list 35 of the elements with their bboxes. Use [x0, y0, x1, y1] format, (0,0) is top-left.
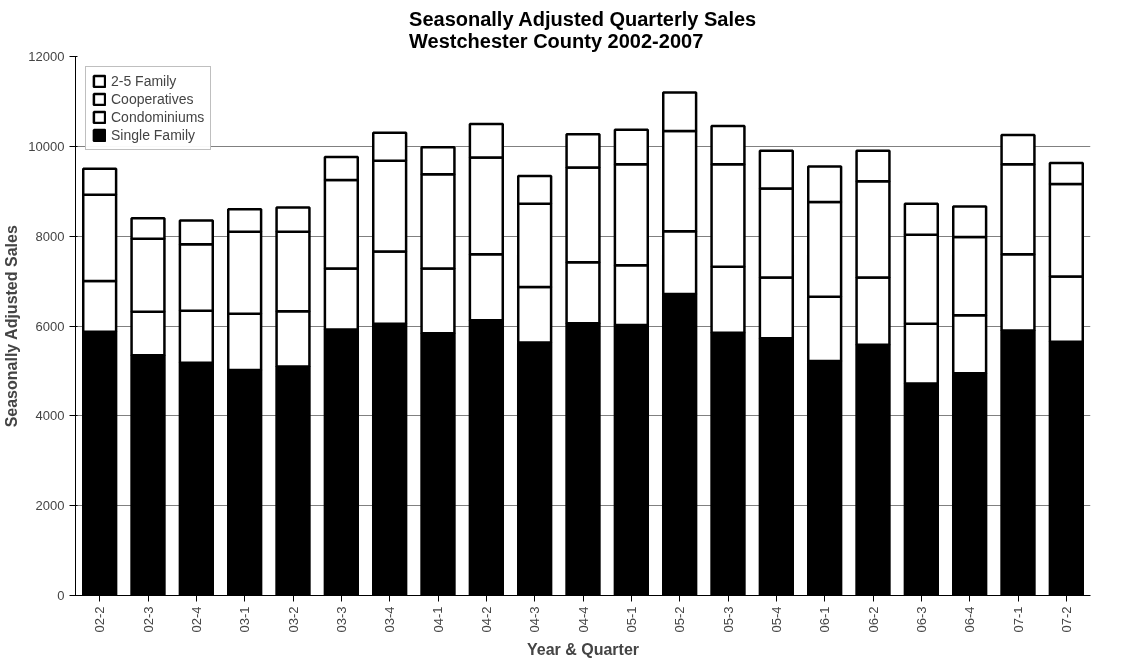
- x-tick-label: 04-1: [430, 606, 446, 633]
- y-tick-label: 0: [57, 588, 65, 603]
- x-tick-label: 06-3: [913, 606, 929, 633]
- x-tick-label: 02-4: [188, 606, 204, 633]
- y-tick-label: 8000: [35, 228, 65, 244]
- y-axis-title: Seasonally Adjusted Sales: [3, 225, 21, 428]
- x-tick-label: 06-1: [817, 606, 833, 633]
- legend-label: 2-5 Family: [111, 73, 177, 89]
- legend-label: Condominiums: [111, 109, 205, 125]
- y-tick-label: 6000: [35, 318, 65, 334]
- x-axis-title: Year & Quarter: [526, 640, 640, 658]
- x-tick-label: 07-1: [1010, 606, 1026, 633]
- x-tick-label: 05-3: [720, 606, 736, 633]
- x-tick-label: 07-2: [1058, 606, 1074, 633]
- x-tick-label: 05-2: [672, 606, 688, 633]
- x-tick-label: 04-3: [527, 606, 543, 633]
- x-tick-label: 02-2: [92, 606, 108, 633]
- x-tick-label: 03-4: [382, 606, 398, 633]
- y-tick-label: 12000: [28, 49, 65, 64]
- y-tick-label: 10000: [28, 138, 65, 154]
- chart-title: Seasonally Adjusted Quarterly Sales Westchester County 2002-2007: [409, 7, 757, 52]
- x-tick-label: 04-4: [575, 606, 591, 633]
- x-tick-label: 06-2: [865, 606, 881, 633]
- x-tick-label: 03-1: [237, 606, 253, 633]
- x-tick-label: 03-2: [285, 606, 301, 633]
- x-tick-label: 05-1: [623, 606, 639, 633]
- x-tick-label: 06-4: [962, 606, 978, 633]
- y-tick-label: 2000: [35, 498, 65, 514]
- x-tick-label: 04-2: [478, 606, 494, 633]
- y-tick-label: 4000: [35, 408, 65, 424]
- x-tick-label: 05-4: [768, 606, 784, 633]
- x-tick-label: 02-3: [140, 606, 156, 633]
- legend-label: Cooperatives: [111, 91, 194, 107]
- legend-label: Single Family: [111, 127, 196, 143]
- x-tick-label: 03-3: [333, 606, 349, 633]
